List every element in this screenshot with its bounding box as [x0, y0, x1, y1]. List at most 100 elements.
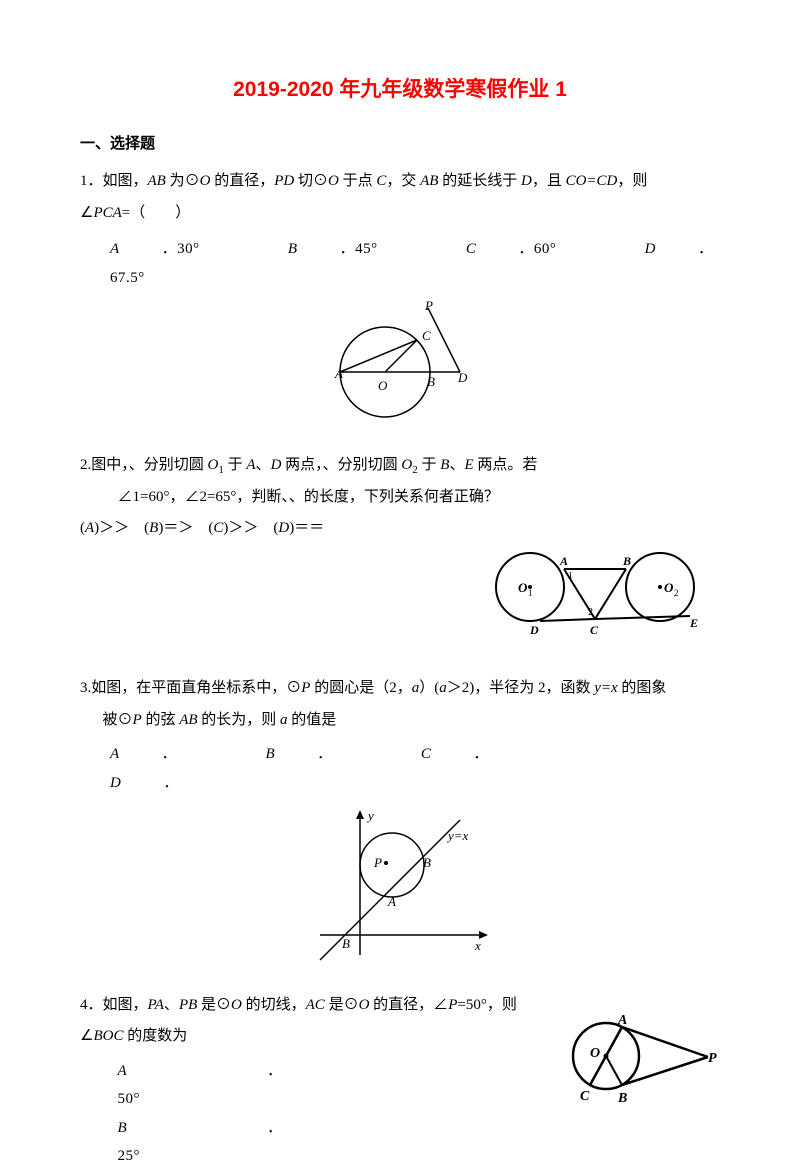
- q4-oa1: A: [118, 1063, 128, 1079]
- svg-text:1: 1: [528, 588, 533, 598]
- svg-text:y: y: [366, 808, 374, 823]
- q3-line2: 被⊙P 的弦 AB 的长为，则 a 的值是: [80, 705, 720, 737]
- q4-l2c: 的度数为: [123, 1028, 187, 1044]
- q3-oa: A: [110, 746, 120, 762]
- q4-ob1: B: [118, 1120, 128, 1136]
- page-title: 2019-2020 年九年级数学寒假作业 1: [80, 70, 720, 110]
- q2-t7: 两点，、分别切圆: [281, 457, 401, 473]
- question-2: 2.图中，、分别切圆 O1 于 A、D 两点，、分别切圆 O2 于 B、E 两点…: [80, 450, 720, 668]
- q1-t5: 的直径，: [210, 173, 274, 189]
- q2-t1: 2.图中，、分别切圆: [80, 457, 208, 473]
- svg-text:2: 2: [674, 588, 679, 598]
- q1-t3: 为⊙: [166, 173, 200, 189]
- svg-text:C: C: [422, 328, 431, 343]
- q3-text: 3.如图，在平面直角坐标系中，⊙P 的圆心是（2，a）(a＞2)，半径为 2，函…: [80, 673, 720, 705]
- q1-t9: 于点: [339, 173, 377, 189]
- q2-t13: 两点。若: [474, 457, 538, 473]
- q4-t1: 4．如图，: [80, 997, 148, 1013]
- svg-text:P: P: [373, 855, 382, 870]
- q2-t8: O: [401, 457, 412, 473]
- q1-oa2: ．30°: [162, 241, 200, 257]
- q3-figure: P B A B x y y=x: [80, 805, 720, 976]
- svg-text:B: B: [423, 855, 431, 870]
- svg-text:E: E: [689, 616, 698, 630]
- svg-text:D: D: [457, 370, 468, 385]
- q1-t8: O: [328, 173, 339, 189]
- q1-t10: C: [376, 173, 386, 189]
- q3-ocd: ．: [473, 746, 489, 762]
- q4-t13: =50°，则: [457, 997, 516, 1013]
- q1-t11: ，交: [386, 173, 420, 189]
- q1-options: A．30° B．45° C．60° D．67.5°: [80, 235, 720, 292]
- q4-t10: O: [359, 997, 370, 1013]
- q4-t8: AC: [306, 997, 325, 1013]
- q1-ob1: B: [288, 241, 298, 257]
- q2-t4: A: [246, 457, 255, 473]
- q3-options: A． B． C． D．: [80, 740, 720, 797]
- q1-l2b: PCA: [93, 205, 121, 221]
- q2-figure: O 1 O 2 A 1 B 2 C D E: [480, 549, 710, 650]
- q4-ob2: ．25°: [118, 1120, 283, 1165]
- question-1: 1．如图，AB 为⊙O 的直径，PD 切⊙O 于点 C，交 AB 的延长线于 D…: [80, 166, 720, 436]
- q3-odd: ．: [163, 775, 179, 791]
- svg-text:B: B: [622, 554, 631, 568]
- q1-l2c: =（ ）: [122, 205, 190, 221]
- q4-l2a: ∠: [80, 1028, 93, 1044]
- q2-l3g: )＞＞ (: [223, 520, 278, 536]
- q1-t6: PD: [274, 173, 294, 189]
- q4-t3: 、: [164, 997, 179, 1013]
- svg-text:A: A: [559, 554, 568, 568]
- q3-t5: ）(: [419, 680, 439, 696]
- q4-t12: P: [448, 997, 457, 1013]
- svg-text:P: P: [708, 1051, 717, 1066]
- q4-t7: 的切线，: [242, 997, 306, 1013]
- q1-t7: 切⊙: [294, 173, 328, 189]
- svg-text:O: O: [590, 1046, 600, 1061]
- svg-text:B: B: [427, 374, 435, 389]
- q4-t11: 的直径，∠: [369, 997, 448, 1013]
- question-3: 3.如图，在平面直角坐标系中，⊙P 的圆心是（2，a）(a＞2)，半径为 2，函…: [80, 673, 720, 976]
- svg-text:B: B: [617, 1091, 627, 1104]
- svg-text:D: D: [529, 623, 539, 637]
- q2-l3h: D: [278, 520, 289, 536]
- q3-t6: a: [439, 680, 447, 696]
- q2-line3: (A)＞＞ (B)＝＞ (C)＞＞ (D)＝＝: [80, 513, 720, 545]
- q3-l2f: a: [280, 712, 288, 728]
- q3-t1: 3.如图，在平面直角坐标系中，⊙: [80, 680, 301, 696]
- q1-oa1: A: [110, 241, 120, 257]
- q1-t14: D: [521, 173, 532, 189]
- question-4: A O C B P 4．如图，PA、PB 是⊙O 的切线，AC 是⊙O 的直径，…: [80, 990, 720, 1171]
- q1-t17: ，则: [617, 173, 647, 189]
- q1-oc1: C: [466, 241, 477, 257]
- q3-t8: y=x: [594, 680, 617, 696]
- q2-t11: 、: [449, 457, 464, 473]
- q3-l2c: 的弦: [142, 712, 180, 728]
- q2-t9: 于: [418, 457, 441, 473]
- q3-l2b: P: [133, 712, 142, 728]
- q2-l3d: B: [149, 520, 158, 536]
- q3-oad: ．: [162, 746, 178, 762]
- q3-l2a: 被⊙: [103, 712, 133, 728]
- q2-t5: 、: [256, 457, 271, 473]
- q3-ob: B: [265, 746, 275, 762]
- svg-text:B: B: [342, 936, 350, 951]
- q4-oa2: ．50°: [118, 1063, 283, 1108]
- q3-oc: C: [421, 746, 432, 762]
- q1-t2: AB: [148, 173, 166, 189]
- q2-t6: D: [271, 457, 282, 473]
- q3-l2d: AB: [179, 712, 197, 728]
- q1-ob2: ．45°: [340, 241, 378, 257]
- q3-l2e: 的长为，则: [198, 712, 281, 728]
- q1-t16: CO=CD: [566, 173, 618, 189]
- q2-t12: E: [464, 457, 473, 473]
- q1-line2: ∠PCA=（ ）: [80, 198, 720, 230]
- q2-l3f: C: [213, 520, 223, 536]
- q2-l3c: )＞＞ (: [94, 520, 149, 536]
- svg-text:C: C: [580, 1089, 590, 1104]
- q2-t3: 于: [224, 457, 247, 473]
- q1-t1: 1．如图，: [80, 173, 148, 189]
- q4-t9: 是⊙: [325, 997, 359, 1013]
- q1-od1: D: [645, 241, 656, 257]
- q3-od: D: [110, 775, 121, 791]
- q2-line2: ∠1=60°，∠2=65°，判断、、的长度，下列关系何者正确？: [80, 482, 720, 514]
